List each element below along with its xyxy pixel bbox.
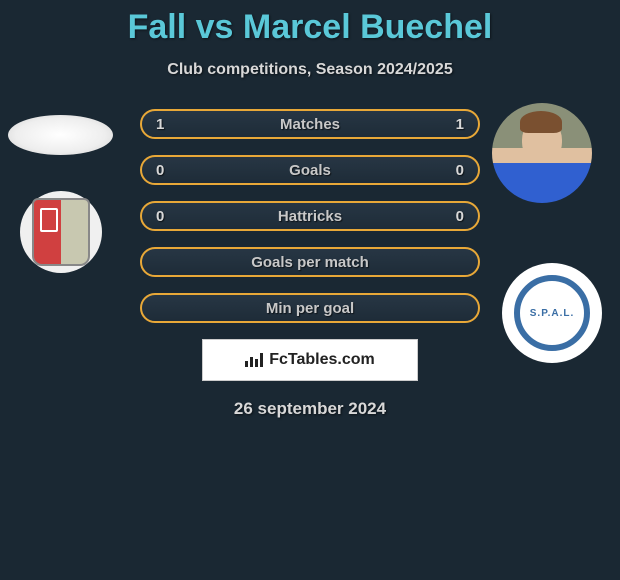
club-right-label: S.P.A.L. (514, 275, 590, 351)
stat-label: Goals per match (142, 254, 478, 271)
stat-right-value: 0 (456, 162, 464, 179)
stat-label: Hattricks (142, 208, 478, 225)
stat-right-value: 1 (456, 116, 464, 133)
stat-row-goals-per-match: Goals per match (140, 247, 480, 277)
stat-label: Min per goal (142, 300, 478, 317)
watermark-badge: FcTables.com (202, 339, 418, 381)
stat-label: Goals (142, 162, 478, 179)
watermark-text: FcTables.com (269, 351, 375, 369)
stat-left-value: 0 (156, 162, 164, 179)
club-left-shield-icon (32, 198, 90, 266)
club-right-badge: S.P.A.L. (502, 263, 602, 363)
stat-right-value: 0 (456, 208, 464, 225)
player-left-avatar (8, 115, 113, 155)
player-right-avatar (492, 103, 592, 203)
club-left-badge (20, 191, 102, 273)
date-label: 26 september 2024 (0, 399, 620, 419)
stat-row-hattricks: 0 Hattricks 0 (140, 201, 480, 231)
bar-chart-icon (245, 353, 263, 367)
stat-left-value: 0 (156, 208, 164, 225)
page-title: Fall vs Marcel Buechel (0, 0, 620, 47)
stats-list: 1 Matches 1 0 Goals 0 0 Hattricks 0 Goal… (140, 109, 480, 323)
comparison-content: S.P.A.L. 1 Matches 1 0 Goals 0 0 Hattric… (0, 109, 620, 419)
subtitle: Club competitions, Season 2024/2025 (0, 61, 620, 79)
stat-row-min-per-goal: Min per goal (140, 293, 480, 323)
stat-row-goals: 0 Goals 0 (140, 155, 480, 185)
stat-label: Matches (142, 116, 478, 133)
stat-left-value: 1 (156, 116, 164, 133)
stat-row-matches: 1 Matches 1 (140, 109, 480, 139)
